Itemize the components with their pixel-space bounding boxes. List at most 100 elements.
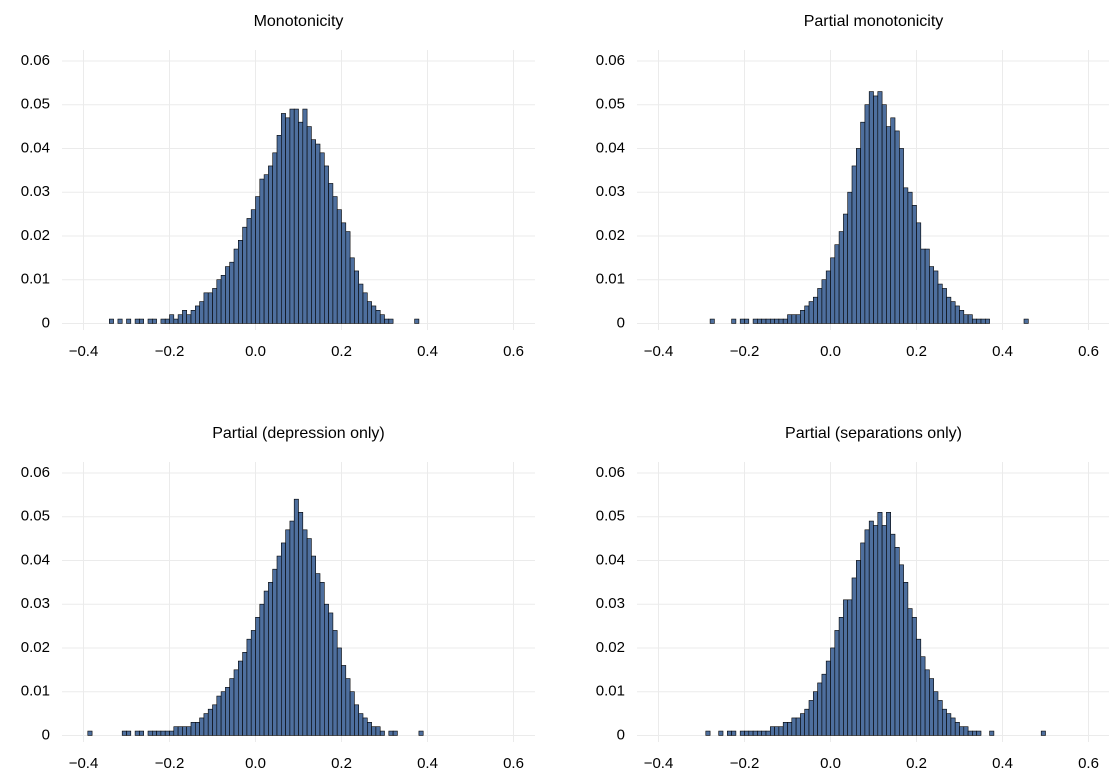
histogram-bar — [748, 730, 754, 736]
panel-title: Partial monotonicity — [804, 13, 944, 30]
x-tick-label: −0.2 — [730, 755, 760, 772]
histogram-bar — [868, 91, 874, 324]
histogram-bar — [705, 730, 711, 736]
histogram-bar — [924, 669, 930, 736]
histogram-bar — [739, 318, 745, 324]
histogram-bar — [233, 669, 239, 736]
x-tick-label: 0.6 — [503, 343, 524, 360]
histogram-bar — [881, 104, 887, 324]
histogram-bar — [804, 305, 810, 324]
histogram-bar — [250, 209, 256, 324]
histogram-bar — [954, 722, 960, 736]
histogram-bar — [212, 288, 218, 324]
histogram-bar — [782, 318, 788, 324]
histogram-bar — [238, 240, 243, 324]
histogram-bar — [134, 730, 140, 736]
y-tick-label: 0.01 — [596, 683, 625, 700]
histogram-bar — [709, 318, 715, 324]
x-tick-label: 0.6 — [1078, 755, 1099, 772]
histogram-bar — [834, 630, 840, 736]
y-tick-label: 0.04 — [21, 139, 50, 156]
x-tick-label: −0.2 — [155, 343, 185, 360]
histogram-bar — [173, 726, 179, 736]
y-tick-label: 0.05 — [21, 96, 50, 113]
histogram-bar — [117, 318, 123, 324]
histogram-bar — [229, 678, 235, 736]
histogram-bar — [371, 305, 377, 324]
histogram-bar — [757, 730, 763, 736]
histogram-bar — [268, 165, 273, 324]
histogram-bar — [289, 108, 295, 324]
histogram-bar — [864, 529, 870, 736]
histogram-bar — [817, 288, 823, 324]
histogram-bar — [109, 318, 114, 324]
histogram-bar — [328, 183, 334, 324]
histogram-bar — [881, 525, 887, 736]
histogram-bar — [774, 318, 780, 324]
histogram-bar — [851, 165, 857, 324]
histogram-bar — [890, 533, 896, 736]
y-tick-label: 0.01 — [21, 271, 50, 288]
y-tick-label: 0.06 — [21, 52, 50, 69]
y-tick-label: 0.05 — [596, 96, 625, 113]
histogram-bar — [980, 318, 986, 324]
x-tick-label: 0.4 — [417, 755, 438, 772]
histogram-bar — [203, 292, 209, 324]
histogram-bar — [933, 270, 939, 324]
histogram-bar — [787, 314, 793, 324]
histogram-bar — [830, 647, 836, 736]
histogram-bar — [242, 226, 248, 324]
histogram-bar — [769, 726, 775, 736]
histogram-bar — [160, 318, 166, 324]
histogram-bar — [937, 700, 943, 736]
x-tick-label: 0.0 — [245, 343, 266, 360]
histogram-bar — [933, 691, 939, 736]
x-tick-label: 0.2 — [906, 343, 927, 360]
histogram-bar — [765, 318, 771, 324]
histogram-bar — [384, 318, 390, 324]
histogram-bar — [924, 248, 930, 324]
histogram-bar — [177, 314, 183, 324]
histogram-bar — [195, 722, 200, 736]
histogram-bar — [890, 117, 896, 324]
histogram-bar — [800, 310, 806, 324]
histogram-bar — [877, 91, 883, 324]
histogram-bar — [795, 314, 801, 324]
histogram-bar — [160, 730, 166, 736]
histogram-bar — [169, 730, 175, 736]
histogram-bar — [238, 660, 243, 736]
histogram-bar — [225, 687, 230, 736]
histogram-bar — [984, 318, 990, 324]
histogram-bar — [812, 691, 818, 736]
histogram-bar — [929, 266, 935, 324]
histogram-bar — [967, 730, 973, 736]
histogram-bar — [164, 318, 170, 324]
histogram-bar — [761, 318, 767, 324]
histogram-bar — [345, 231, 351, 324]
histogram-bar — [769, 318, 775, 324]
histogram-bar — [139, 730, 144, 736]
y-tick-label: 0 — [42, 314, 50, 331]
histogram-bar — [963, 726, 969, 736]
histogram-bar — [898, 564, 904, 736]
histogram-bar — [276, 555, 282, 736]
histogram-bar — [920, 656, 926, 736]
histogram-bar — [903, 582, 909, 736]
histogram-bar — [963, 314, 969, 324]
histogram-bar — [319, 582, 325, 736]
histogram-bar — [911, 205, 917, 324]
y-tick-label: 0.03 — [596, 595, 625, 612]
histogram-bar — [323, 165, 329, 324]
histogram-bar — [293, 108, 299, 324]
histogram-bar — [182, 310, 187, 324]
histogram-bar — [173, 318, 179, 324]
y-tick-label: 0.04 — [21, 551, 50, 568]
histogram-bar — [418, 730, 424, 736]
histogram-bar — [216, 279, 222, 324]
histogram-bar — [976, 730, 982, 736]
histogram-bar — [298, 121, 304, 324]
histogram-bar — [388, 730, 394, 736]
histogram-bar — [946, 296, 952, 324]
